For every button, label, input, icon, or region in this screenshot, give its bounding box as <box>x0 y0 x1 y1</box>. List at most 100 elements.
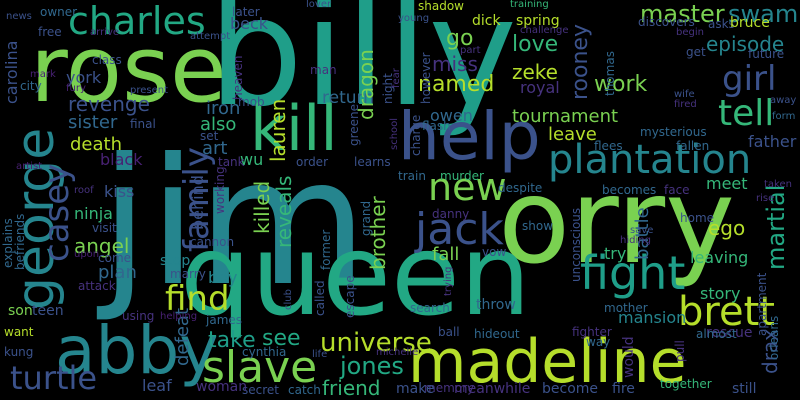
word-love: love <box>512 32 559 57</box>
word-sister: sister <box>68 112 118 133</box>
word-abby: abby <box>55 312 219 389</box>
word-murder: murder <box>440 169 484 183</box>
word-greene: greene <box>347 103 361 146</box>
word-rise: rise <box>756 193 775 204</box>
word-orry: orry <box>498 152 735 290</box>
word-swamp: swamp <box>728 0 800 28</box>
word-iron: iron <box>206 98 241 119</box>
word-discovers: discovers <box>638 15 695 29</box>
word-stop: stop <box>160 253 191 269</box>
word-reveals: reveals <box>272 175 296 248</box>
word-charge: charge <box>409 114 423 156</box>
word-lover: lover <box>306 0 332 10</box>
word-attempt: attempt <box>190 31 231 42</box>
word-training: training <box>510 0 549 10</box>
word-jack: jack <box>415 204 504 255</box>
word-visit: visit <box>92 221 117 235</box>
word-ball: ball <box>438 325 460 339</box>
word-challenge: challenge <box>520 25 569 36</box>
word-fallen: fallen <box>676 139 710 153</box>
word-kill: kill <box>250 92 338 165</box>
word-also: also <box>200 114 237 135</box>
word-train: train <box>398 169 426 183</box>
word-young: young <box>398 13 430 24</box>
word-hiding: hiding <box>620 235 651 246</box>
word-city: city <box>20 79 42 93</box>
word-want: want <box>4 325 34 339</box>
word-universe: universe <box>320 328 432 358</box>
word-return: return <box>322 88 374 108</box>
word-art: art <box>202 138 228 159</box>
word-tournament: tournament <box>512 106 619 127</box>
word-show: show <box>522 219 554 233</box>
word-father: father <box>748 132 797 151</box>
word-catch: catch <box>288 383 321 397</box>
word-despite: despite <box>498 181 543 195</box>
word-trying: trying <box>443 266 454 296</box>
word-flash: flash <box>422 119 451 133</box>
word-try: try <box>604 244 627 263</box>
word-girl: girl <box>722 59 777 99</box>
word-charles: charles <box>68 0 206 43</box>
word-still: still <box>732 381 757 397</box>
word-roof: roof <box>74 185 94 196</box>
word-teen: teen <box>32 303 64 319</box>
word-almost: almost <box>696 327 737 341</box>
word-come: come <box>98 251 132 265</box>
word-story: story <box>700 284 741 303</box>
word-set: set <box>200 129 219 143</box>
word-becomes: becomes <box>602 183 657 197</box>
word-orleans: orleans <box>767 315 781 360</box>
word-get: get <box>686 45 706 59</box>
word-using: using <box>122 309 155 323</box>
word-grand: grand <box>359 200 373 236</box>
word-attack: attack <box>78 279 116 293</box>
word-rooney: rooney <box>568 24 593 100</box>
word-work: work <box>594 72 648 97</box>
word-secret: secret <box>242 383 279 397</box>
word-final: final <box>130 117 156 131</box>
word-queen: queen <box>180 211 531 341</box>
word-called: called <box>313 280 327 316</box>
word-life: life <box>312 349 328 360</box>
word-begin: begin <box>676 27 704 38</box>
word-future: future <box>748 47 785 61</box>
word-zeke: zeke <box>512 60 558 84</box>
word-jim: jim <box>100 122 368 325</box>
word-leave: leave <box>548 124 597 145</box>
word-meet: meet <box>706 174 748 193</box>
word-way: way <box>586 335 611 349</box>
word-mysterious: mysterious <box>640 125 707 139</box>
word-tell: tell <box>718 93 775 134</box>
word-danny: danny <box>432 207 470 221</box>
word-later: later <box>232 5 260 19</box>
word-episode: episode <box>706 32 785 56</box>
word-revenge: revenge <box>68 92 150 116</box>
word-mob: mob <box>238 95 265 109</box>
word-owner: owner <box>40 5 78 19</box>
word-fury: fury <box>66 83 86 94</box>
word-away: away <box>770 95 797 106</box>
word-madeline: madeline <box>408 327 687 397</box>
word-hideout: hideout <box>474 327 520 341</box>
word-fighter: fighter <box>572 325 612 339</box>
word-ninja: ninja <box>74 204 113 223</box>
word-form: form <box>772 111 796 122</box>
word-mark: mark <box>30 69 56 80</box>
word-brett: brett <box>678 289 775 335</box>
word-save: save <box>630 225 654 236</box>
word-angel: angel <box>74 234 130 258</box>
word-throw: throw <box>476 297 516 313</box>
word-ego: ego <box>708 216 746 240</box>
word-part: part <box>460 45 481 56</box>
word-lauren: lauren <box>266 98 290 162</box>
word-shadow: shadow <box>418 0 464 13</box>
word-jones: jones <box>340 352 404 380</box>
word-thomas: thomas <box>603 51 617 96</box>
word-help: help <box>398 98 541 175</box>
word-dick: dick <box>472 13 501 29</box>
word-beck: beck <box>230 14 269 33</box>
word-flees: flees <box>594 139 623 153</box>
word-son: son <box>8 303 33 319</box>
